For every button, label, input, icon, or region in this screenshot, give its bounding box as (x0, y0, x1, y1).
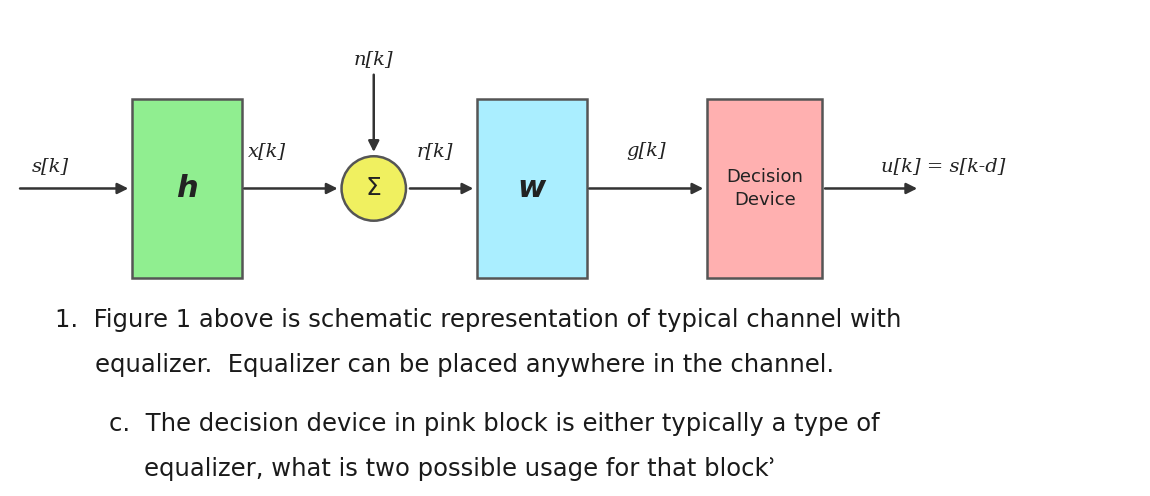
Text: Σ: Σ (366, 177, 382, 200)
Text: c.  The decision device in pink block is either typically a type of: c. The decision device in pink block is … (109, 412, 880, 436)
Text: n[k]: n[k] (354, 51, 393, 68)
Text: w: w (518, 174, 546, 203)
Text: h: h (176, 174, 198, 203)
Bar (132, 99, 242, 278)
Text: x[k]: x[k] (247, 142, 286, 160)
Ellipse shape (342, 156, 406, 221)
Text: 1.  Figure 1 above is schematic representation of typical channel with: 1. Figure 1 above is schematic represent… (55, 308, 902, 332)
Text: g[k]: g[k] (627, 142, 666, 160)
Bar (477, 99, 586, 278)
Text: Decision
Device: Decision Device (727, 168, 803, 209)
Text: s[k]: s[k] (32, 157, 69, 175)
Text: u[k] = s[k-d]: u[k] = s[k-d] (881, 157, 1005, 175)
Bar (707, 99, 822, 278)
Text: equalizer, what is two possible usage for that blockʾ: equalizer, what is two possible usage fo… (144, 457, 776, 481)
Text: equalizer.  Equalizer can be placed anywhere in the channel.: equalizer. Equalizer can be placed anywh… (95, 353, 835, 376)
Text: r[k]: r[k] (416, 142, 453, 160)
